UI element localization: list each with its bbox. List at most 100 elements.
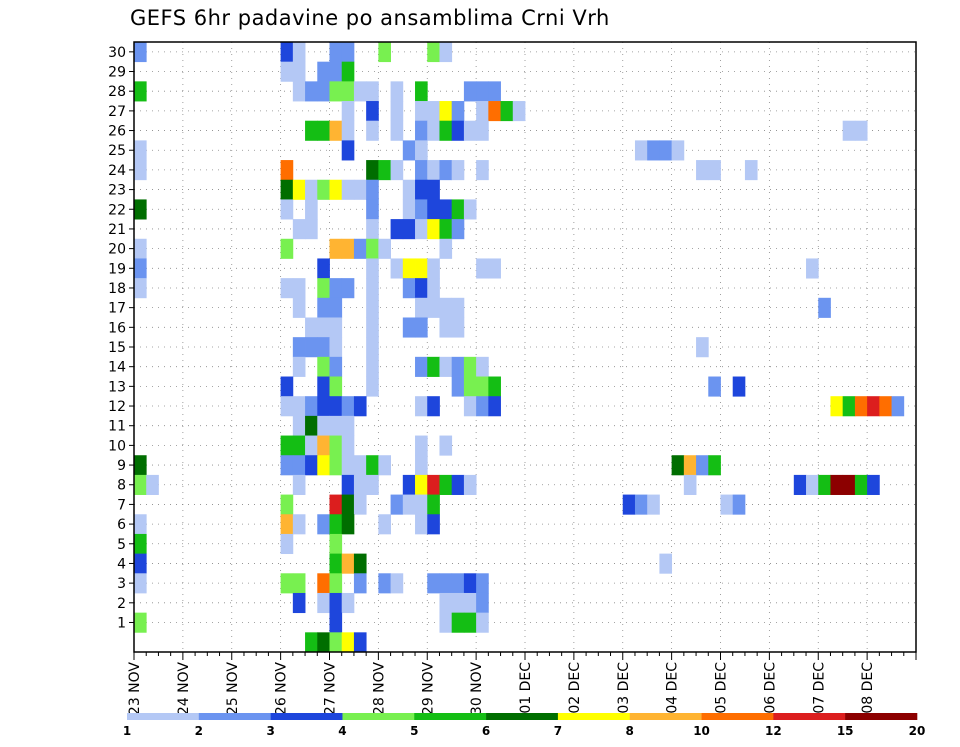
heatmap-cell (329, 81, 343, 102)
heatmap-cell (439, 238, 453, 259)
heatmap-cell (366, 179, 379, 200)
heatmap-cell (415, 435, 428, 456)
heatmap-cell (280, 533, 294, 555)
y-tick-label: 23 (108, 183, 126, 199)
y-tick-label: 28 (108, 84, 126, 100)
heatmap-cell (842, 396, 856, 417)
heatmap-cell (451, 160, 465, 181)
colorbar-segment (701, 713, 774, 720)
heatmap-cell (415, 514, 428, 535)
heatmap-cell (390, 120, 404, 141)
heatmap-cell (329, 396, 343, 417)
heatmap-cell (353, 553, 367, 574)
heatmap-cell (708, 455, 721, 476)
heatmap-cell (280, 494, 294, 515)
heatmap-cell (463, 356, 477, 377)
heatmap-cell (476, 573, 489, 594)
colorbar-segment (270, 713, 343, 720)
heatmap-cell (439, 592, 453, 614)
grid-lines (134, 42, 916, 652)
x-tick-label: 04 DEC (665, 662, 681, 714)
heatmap-cell (366, 101, 379, 122)
heatmap-cell (353, 573, 367, 594)
heatmap-cell (671, 140, 685, 161)
heatmap-cell (329, 278, 343, 299)
heatmap-cell (329, 356, 343, 377)
heatmap-cell (427, 101, 440, 122)
heatmap-cell (329, 317, 343, 338)
heatmap-cell (696, 455, 709, 476)
heatmap-cell (806, 258, 819, 279)
x-tick-label: 24 NOV (176, 662, 192, 716)
heatmap-cell (292, 474, 306, 495)
heatmap-cell (476, 160, 489, 181)
heatmap-cell (353, 238, 367, 259)
heatmap-cell (439, 219, 453, 240)
heatmap-cell (134, 612, 147, 633)
heatmap-cell (708, 376, 721, 397)
heatmap-cell (353, 81, 367, 102)
heatmap-cell (134, 199, 147, 220)
heatmap-cell (366, 81, 379, 102)
heatmap-cell (402, 179, 416, 200)
heatmap-cell (292, 337, 306, 358)
heatmap-cell (341, 474, 355, 495)
heatmap-cell (402, 278, 416, 299)
heatmap-cell (378, 573, 391, 594)
heatmap-cell (402, 258, 416, 279)
colorbar-label: 15 (837, 724, 854, 738)
heatmap-cell (134, 455, 147, 476)
heatmap-cell (341, 238, 355, 259)
heatmap-cell (708, 160, 721, 181)
y-tick-label: 11 (108, 419, 126, 435)
heatmap-cell (427, 120, 440, 141)
heatmap-cell (451, 592, 465, 614)
heatmap-cell (415, 278, 428, 299)
heatmap-cell (305, 337, 318, 358)
heatmap-cell (341, 632, 355, 653)
heatmap-cell (439, 435, 453, 456)
chart-title: GEFS 6hr padavine po ansamblima Crni Vrh (130, 6, 610, 30)
heatmap-cell (634, 494, 648, 515)
heatmap-cell (463, 474, 477, 495)
heatmap-cell (378, 514, 391, 535)
heatmap-cell (390, 81, 404, 102)
heatmap-cell (292, 514, 306, 535)
heatmap-cell (402, 219, 416, 240)
heatmap-cell (463, 573, 477, 594)
heatmap-cell (415, 356, 428, 377)
heatmap-cell (854, 120, 868, 141)
colorbar-segment (342, 713, 415, 720)
heatmap-cell (329, 592, 343, 614)
x-tick-label: 05 DEC (714, 662, 730, 714)
heatmap-cell (353, 494, 367, 515)
heatmap-cell (366, 337, 379, 358)
heatmap-cell (353, 474, 367, 495)
y-tick-label: 22 (108, 202, 126, 218)
heatmap-cell (280, 61, 294, 82)
heatmap-cells (134, 42, 905, 653)
heatmap-cell (341, 140, 355, 161)
heatmap-cell (415, 219, 428, 240)
heatmap-cell (305, 396, 318, 417)
heatmap-cell (476, 81, 489, 102)
heatmap-cell (317, 632, 330, 653)
heatmap-cell (317, 81, 330, 102)
heatmap-cell (329, 42, 343, 63)
heatmap-cell (439, 317, 453, 338)
colorbar-segment (486, 713, 559, 720)
heatmap-cell (402, 474, 416, 495)
heatmap-cell (353, 632, 367, 653)
heatmap-cell (305, 632, 318, 653)
heatmap-cell (317, 376, 330, 397)
heatmap-cell (402, 317, 416, 338)
heatmap-cell (415, 140, 428, 161)
heatmap-cell (476, 612, 489, 633)
heatmap-cell (366, 474, 379, 495)
heatmap-cell (463, 376, 477, 397)
heatmap-cell (415, 297, 428, 318)
heatmap-cell (134, 160, 147, 181)
heatmap-cell (317, 435, 330, 456)
heatmap-cell (647, 494, 660, 515)
heatmap-cell (463, 120, 477, 141)
